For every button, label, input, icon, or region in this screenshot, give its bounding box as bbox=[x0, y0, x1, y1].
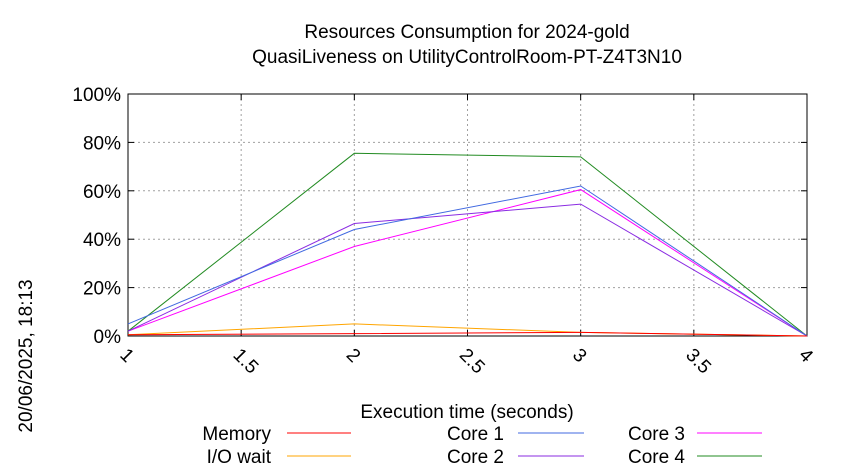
legend-label-core-3: Core 3 bbox=[628, 424, 685, 445]
y-axis: 0% 20% 40% 60% 80% 100% bbox=[72, 85, 807, 348]
legend-label-core-4: Core 4 bbox=[628, 447, 685, 468]
grid-lines bbox=[128, 94, 807, 336]
series-line-core-1 bbox=[127, 185, 808, 337]
legend-label-core-2: Core 2 bbox=[447, 447, 504, 468]
series-line-memory bbox=[127, 331, 808, 337]
y-tick-label: 0% bbox=[94, 327, 122, 348]
timestamp-label: 20/06/2025, 18:13 bbox=[16, 279, 37, 432]
y-tick-label: 40% bbox=[83, 230, 121, 251]
legend-label-core-1: Core 1 bbox=[447, 424, 504, 445]
x-tick-label: 2 bbox=[342, 345, 364, 367]
x-tick-label: 4 bbox=[794, 345, 817, 368]
chart-subtitle: QuasiLiveness on UtilityControlRoom-PT-Z… bbox=[252, 47, 682, 68]
legend-label-memory: Memory bbox=[202, 424, 271, 445]
legend-label-i-o-wait: I/O wait bbox=[207, 447, 272, 468]
x-tick-label: 3 bbox=[568, 345, 590, 367]
y-tick-label: 20% bbox=[83, 279, 121, 300]
y-tick-label: 80% bbox=[83, 133, 121, 154]
series-lines bbox=[127, 152, 808, 337]
x-tick-label: 3.5 bbox=[681, 345, 715, 379]
chart-title: Resources Consumption for 2024-gold bbox=[304, 22, 629, 43]
y-tick-label: 60% bbox=[83, 182, 121, 203]
series-line-core-3 bbox=[127, 189, 808, 337]
x-tick-label: 1 bbox=[115, 345, 137, 367]
series-line-core-4 bbox=[127, 152, 808, 337]
y-tick-label: 100% bbox=[72, 85, 121, 106]
x-axis-label: Execution time (seconds) bbox=[360, 402, 573, 423]
x-tick-label: 1.5 bbox=[229, 345, 263, 379]
x-tick-label: 2.5 bbox=[455, 345, 489, 379]
series-line-core-2 bbox=[127, 203, 808, 337]
